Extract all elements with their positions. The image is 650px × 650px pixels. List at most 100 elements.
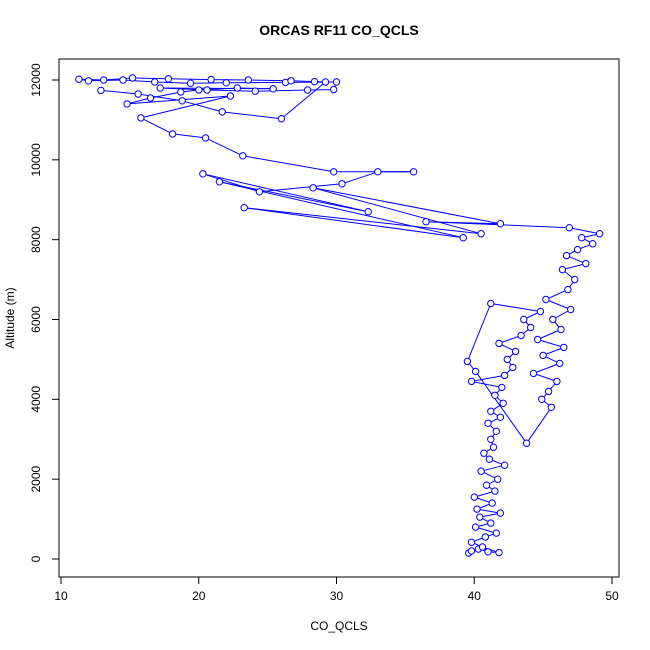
data-point — [487, 299, 495, 308]
data-point — [100, 76, 108, 84]
data-point — [491, 391, 499, 399]
data-point — [529, 369, 538, 378]
data-point — [168, 130, 177, 138]
data-point — [467, 377, 476, 386]
series-segment — [182, 100, 223, 113]
data-point — [487, 435, 495, 443]
y-tick-label: 4000 — [29, 386, 43, 413]
data-point — [239, 152, 247, 160]
series-segment — [242, 155, 334, 173]
data-point — [459, 234, 467, 242]
data-point — [564, 285, 572, 294]
series-segment — [205, 137, 244, 157]
x-axis-label: CO_QCLS — [310, 619, 367, 633]
data-point — [134, 90, 142, 98]
y-tick-label: 2000 — [29, 465, 43, 492]
data-point — [338, 180, 346, 188]
series-segment — [222, 111, 282, 120]
series-segment — [132, 77, 169, 80]
data-point — [589, 240, 597, 248]
data-point — [520, 315, 528, 324]
data-point — [467, 538, 476, 546]
data-point — [215, 178, 224, 186]
data-point — [487, 519, 495, 527]
data-point — [553, 377, 561, 386]
series-lines — [78, 77, 600, 554]
data-point — [533, 335, 542, 344]
data-point — [146, 94, 155, 102]
x-tick-label: 20 — [192, 589, 206, 603]
data-point — [321, 78, 330, 86]
data-point — [511, 347, 520, 356]
y-tick-label: 8000 — [29, 226, 43, 253]
data-point — [489, 443, 498, 451]
data-point — [538, 395, 546, 403]
data-point — [496, 220, 505, 228]
data-point — [485, 455, 494, 463]
data-point — [477, 467, 485, 475]
series-segment — [100, 89, 139, 95]
data-point — [156, 84, 164, 92]
series-segment — [471, 380, 502, 388]
data-point — [539, 351, 547, 360]
data-point — [491, 487, 499, 495]
data-point — [500, 461, 509, 469]
data-point — [226, 92, 235, 100]
data-point — [542, 295, 550, 304]
data-point — [571, 275, 579, 284]
data-point — [463, 357, 472, 366]
series-segment — [202, 173, 260, 193]
series-segment — [244, 207, 482, 235]
plot-frame — [58, 58, 620, 578]
series-segment — [290, 80, 315, 83]
data-point — [484, 419, 492, 427]
series-segment — [533, 372, 558, 382]
data-point — [473, 505, 481, 513]
data-point — [498, 383, 506, 392]
data-point — [330, 168, 338, 176]
data-point — [244, 76, 253, 84]
data-point — [364, 208, 372, 216]
series-segment — [533, 362, 560, 374]
data-point — [481, 533, 489, 541]
data-point — [199, 170, 207, 178]
data-point — [558, 265, 567, 274]
data-point — [487, 407, 495, 415]
data-point — [567, 305, 575, 314]
data-point — [492, 427, 500, 435]
data-point — [467, 547, 476, 555]
data-point — [422, 218, 430, 226]
data-point — [565, 224, 573, 232]
data-point — [547, 403, 556, 411]
series-segment — [172, 133, 206, 139]
data-point — [332, 78, 341, 86]
series-segment — [259, 183, 343, 193]
series-segment — [466, 303, 492, 362]
series-segment — [168, 78, 212, 81]
series-segment — [526, 407, 552, 444]
series-segment — [206, 89, 256, 92]
series-segment — [154, 81, 191, 84]
x-axis: 10 20 30 40 50 — [54, 576, 619, 603]
data-point — [255, 188, 264, 196]
data-point — [84, 77, 93, 85]
y-axis: 0 2000 4000 6000 8000 10000 12000 — [29, 63, 60, 562]
data-point — [557, 325, 565, 334]
data-point — [495, 339, 503, 348]
data-point — [222, 79, 231, 87]
series-segment — [476, 508, 501, 514]
x-tick-label: 50 — [605, 589, 619, 603]
y-tick-label: 6000 — [29, 306, 43, 333]
data-point — [536, 307, 545, 316]
data-point — [477, 230, 485, 238]
data-point — [75, 75, 83, 83]
series-segment — [537, 329, 562, 340]
data-point — [409, 168, 418, 176]
data-point — [562, 251, 571, 260]
series-segment — [490, 303, 541, 312]
data-point — [503, 355, 511, 364]
data-point — [549, 315, 557, 324]
data-point — [595, 230, 604, 238]
data-point — [201, 134, 210, 142]
